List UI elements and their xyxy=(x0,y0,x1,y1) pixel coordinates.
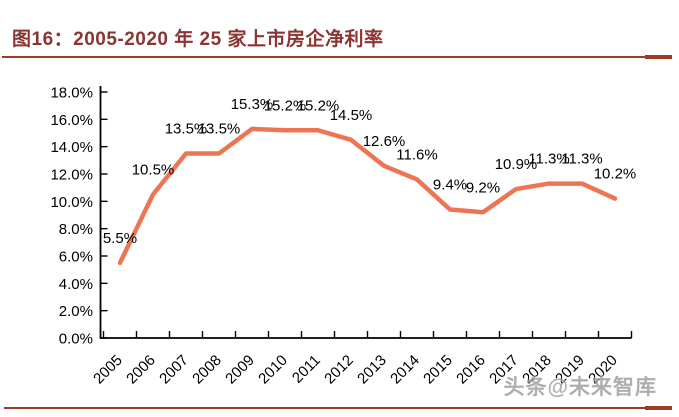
y-tick-label: 12.0% xyxy=(50,167,93,184)
x-tick-label: 2016 xyxy=(453,352,489,388)
data-label: 11.3% xyxy=(561,151,602,168)
x-tick-label: 2005 xyxy=(90,352,126,388)
x-tick-label: 2006 xyxy=(123,352,159,388)
data-label: 5.5% xyxy=(103,230,137,247)
data-label: 9.2% xyxy=(466,179,500,196)
y-tick-label: 0.0% xyxy=(59,331,93,348)
data-label: 15.2% xyxy=(264,97,307,114)
data-label: 15.3% xyxy=(231,96,274,113)
chart-title: 图16：2005-2020 年 25 家上市房企净利率 xyxy=(12,29,384,50)
y-tick-label: 18.0% xyxy=(50,85,93,102)
y-tick-label: 6.0% xyxy=(59,249,93,266)
x-tick-label: 2014 xyxy=(387,352,423,388)
y-tick-label: 2.0% xyxy=(59,303,93,320)
series-line-net-margin xyxy=(117,126,618,266)
y-tick-label: 16.0% xyxy=(50,112,93,129)
x-tick-label: 2012 xyxy=(321,352,357,388)
data-label: 11.6% xyxy=(396,146,437,163)
data-label: 15.2% xyxy=(297,97,340,114)
x-tick-label: 2009 xyxy=(222,352,258,388)
y-tick-label: 4.0% xyxy=(59,276,93,293)
x-tick-label: 2011 xyxy=(289,352,324,387)
y-tick-label: 8.0% xyxy=(59,221,93,238)
footer-rule-end xyxy=(645,406,672,410)
data-label: 10.2% xyxy=(594,166,637,183)
y-tick-label: 14.0% xyxy=(50,139,93,156)
data-label: 14.5% xyxy=(330,107,373,124)
watermark-text: 头条@未来智库 xyxy=(503,376,657,399)
data-label: 13.5% xyxy=(165,121,208,138)
x-tick-label: 2008 xyxy=(189,352,225,388)
title-rule-end xyxy=(645,55,672,59)
data-label: 12.6% xyxy=(363,133,406,150)
x-tick-label: 2007 xyxy=(156,352,192,388)
data-label: 13.5% xyxy=(198,121,241,138)
x-tick-label: 2013 xyxy=(354,352,390,388)
x-tick-label: 2010 xyxy=(255,352,291,388)
data-label: 10.9% xyxy=(495,156,538,173)
data-label: 10.5% xyxy=(132,162,175,179)
y-tick-label: 10.0% xyxy=(50,194,93,211)
data-label: 9.4% xyxy=(433,177,467,194)
data-label: 11.3% xyxy=(528,151,569,168)
x-tick-label: 2015 xyxy=(420,352,456,388)
title-rule xyxy=(2,56,645,58)
footer-rule xyxy=(4,407,645,409)
